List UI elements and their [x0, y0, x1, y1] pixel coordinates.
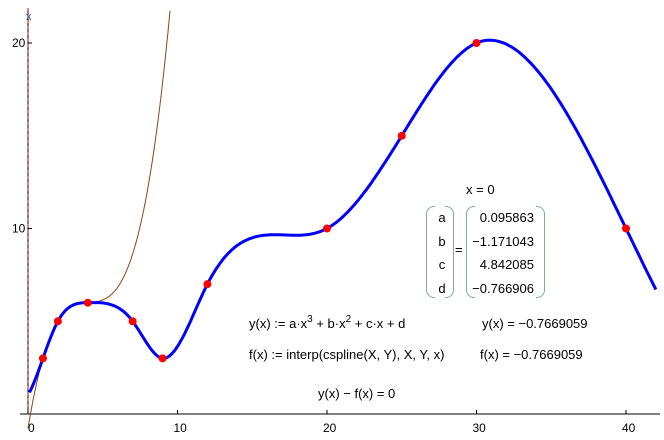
- coef-value-c: 4.842085: [479, 257, 534, 272]
- coef-value-a: 0.095863: [479, 210, 534, 225]
- data-point: [53, 317, 62, 326]
- spline-curve: [28, 38, 658, 394]
- y-axis-label: x: [26, 11, 32, 23]
- coef-name-b: b: [438, 233, 446, 249]
- data-point: [323, 224, 331, 233]
- x-value-label: x = 0: [466, 182, 495, 197]
- y-definition: y(x) := a·x3 + b·x2 + c·x + d: [249, 314, 406, 332]
- matrix-equals: =: [455, 242, 463, 257]
- coef-name-d: d: [438, 280, 446, 296]
- left-paren-1: [426, 206, 435, 298]
- coef-name-a: a: [438, 210, 446, 225]
- data-point: [38, 354, 47, 363]
- data-point: [622, 224, 630, 233]
- x-tick-label: 20: [323, 421, 337, 435]
- data-point: [83, 298, 92, 307]
- matrix-right-column: 0.095863 −1.171043 4.842085 −0.766906: [470, 206, 534, 300]
- data-point: [158, 354, 167, 363]
- coef-value-d: −0.766906: [472, 280, 534, 296]
- polynomial-curve: [27, 10, 171, 429]
- data-point: [472, 39, 481, 47]
- right-paren-1: [445, 206, 454, 298]
- left-paren-2: [466, 206, 475, 298]
- x-tick-label: 40: [622, 421, 636, 435]
- x-tick-label: 30: [473, 421, 487, 435]
- coef-value-b: −1.171043: [472, 233, 534, 249]
- coef-name-c: c: [438, 257, 446, 272]
- f-value: f(x) = −0.7669059: [480, 347, 583, 362]
- data-points: [38, 39, 630, 363]
- y-ticks: 10 20: [12, 36, 32, 236]
- x-tick-label: 10: [174, 421, 188, 435]
- y-tick-label: 20: [12, 36, 26, 50]
- x-ticks: 0 10 20 30 40: [27, 410, 636, 435]
- right-paren-2: [536, 206, 545, 298]
- f-definition: f(x) := interp(cspline(X, Y), X, Y, x): [249, 347, 445, 362]
- x-tick-label: 0: [28, 421, 35, 435]
- difference-result: y(x) − f(x) = 0: [318, 386, 396, 401]
- y-tick-label: 10: [12, 222, 26, 236]
- data-point: [128, 317, 137, 326]
- data-point: [203, 280, 212, 289]
- y-value: y(x) = −0.7669059: [482, 316, 588, 331]
- matrix-left-column: a b c d: [430, 206, 454, 300]
- data-point: [397, 131, 406, 140]
